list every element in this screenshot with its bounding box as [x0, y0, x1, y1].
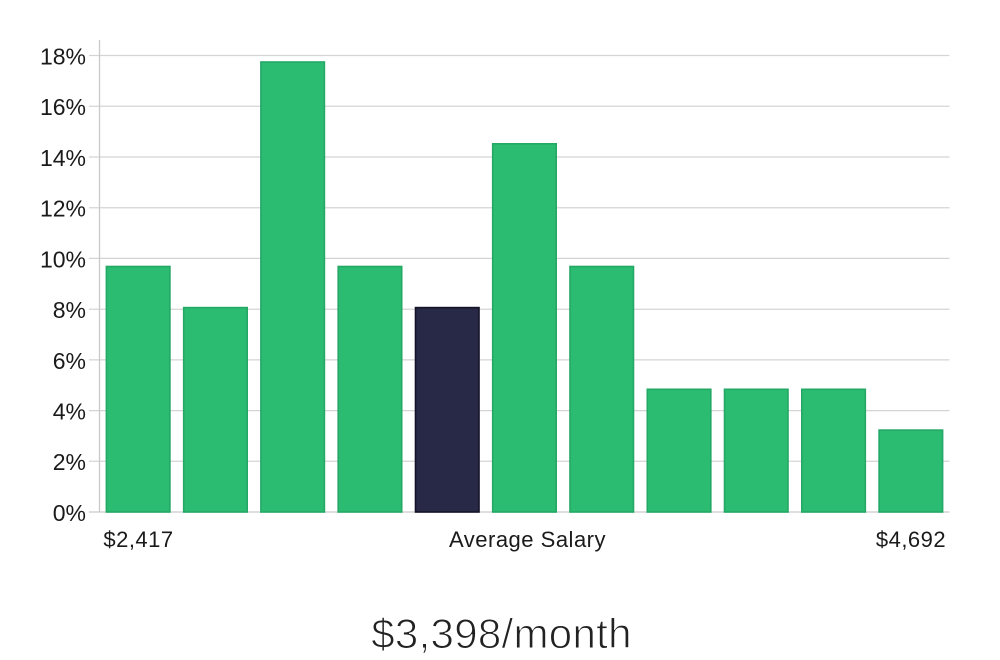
svg-text:$2,417: $2,417	[103, 527, 173, 552]
svg-text:18%: 18%	[40, 43, 86, 69]
svg-text:12%: 12%	[40, 196, 86, 222]
svg-text:0%: 0%	[53, 500, 86, 526]
svg-text:8%: 8%	[53, 297, 86, 323]
svg-text:$4,692: $4,692	[876, 527, 946, 552]
svg-text:10%: 10%	[40, 246, 86, 272]
svg-text:Average Salary: Average Salary	[449, 527, 606, 552]
svg-text:6%: 6%	[53, 348, 86, 374]
svg-text:2%: 2%	[53, 449, 86, 475]
svg-text:$3,398/month: $3,398/month	[371, 610, 631, 657]
svg-text:14%: 14%	[40, 145, 86, 171]
svg-text:4%: 4%	[53, 399, 86, 425]
svg-text:16%: 16%	[40, 94, 86, 120]
